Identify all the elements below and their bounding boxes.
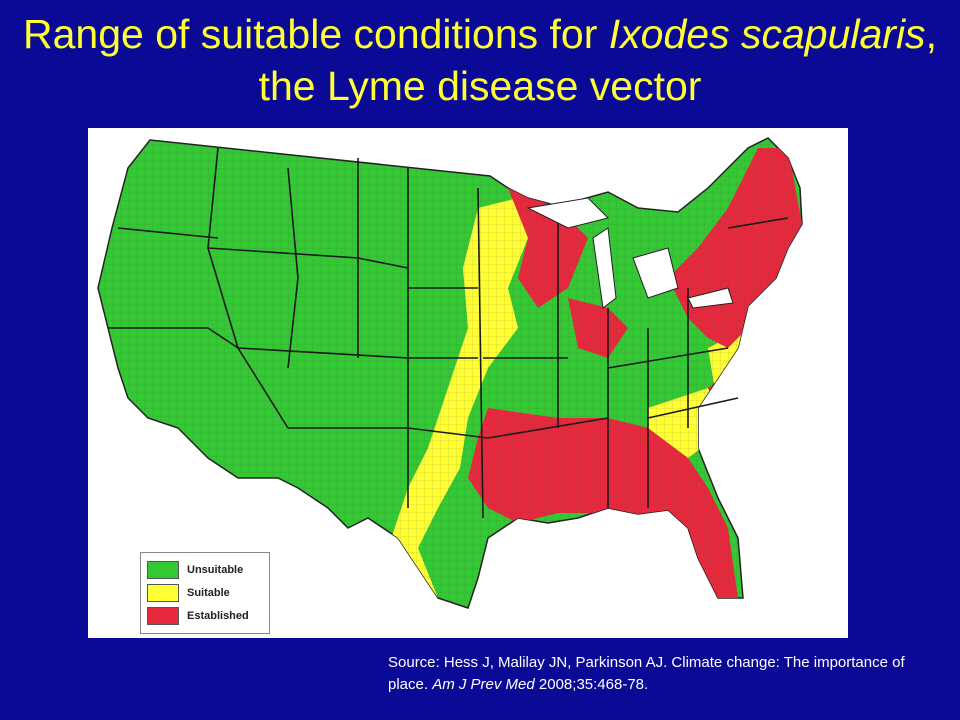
slide-title: Range of suitable conditions for Ixodes … bbox=[0, 8, 960, 112]
legend-label-unsuitable: Unsuitable bbox=[187, 564, 244, 576]
legend-swatch-established bbox=[147, 607, 179, 625]
legend-item-unsuitable: Unsuitable bbox=[147, 561, 243, 579]
title-text-part2: , the Lyme disease vector bbox=[258, 11, 937, 109]
map-legend: Unsuitable Suitable Established bbox=[140, 552, 270, 634]
us-map-svg bbox=[97, 137, 803, 609]
source-citation: Source: Hess J, Malilay JN, Parkinson AJ… bbox=[388, 652, 948, 696]
us-map-image: Unsuitable Suitable Established bbox=[88, 128, 848, 638]
legend-item-suitable: Suitable bbox=[147, 584, 230, 602]
source-text-part1: Source: Hess J, Malilay JN, Parkinson AJ… bbox=[388, 654, 905, 693]
great-lakes bbox=[526, 197, 734, 309]
source-journal: Am J Prev Med bbox=[432, 676, 535, 693]
state-boundaries bbox=[108, 147, 789, 519]
legend-item-established: Established bbox=[147, 607, 249, 625]
source-text-part2: 2008;35:468-78. bbox=[534, 676, 649, 693]
legend-label-established: Established bbox=[187, 610, 249, 622]
legend-swatch-suitable bbox=[147, 584, 179, 602]
legend-swatch-unsuitable bbox=[147, 561, 179, 579]
legend-label-suitable: Suitable bbox=[187, 587, 230, 599]
title-species-name: Ixodes scapularis bbox=[608, 11, 926, 57]
title-text-part1: Range of suitable conditions for bbox=[23, 11, 609, 57]
